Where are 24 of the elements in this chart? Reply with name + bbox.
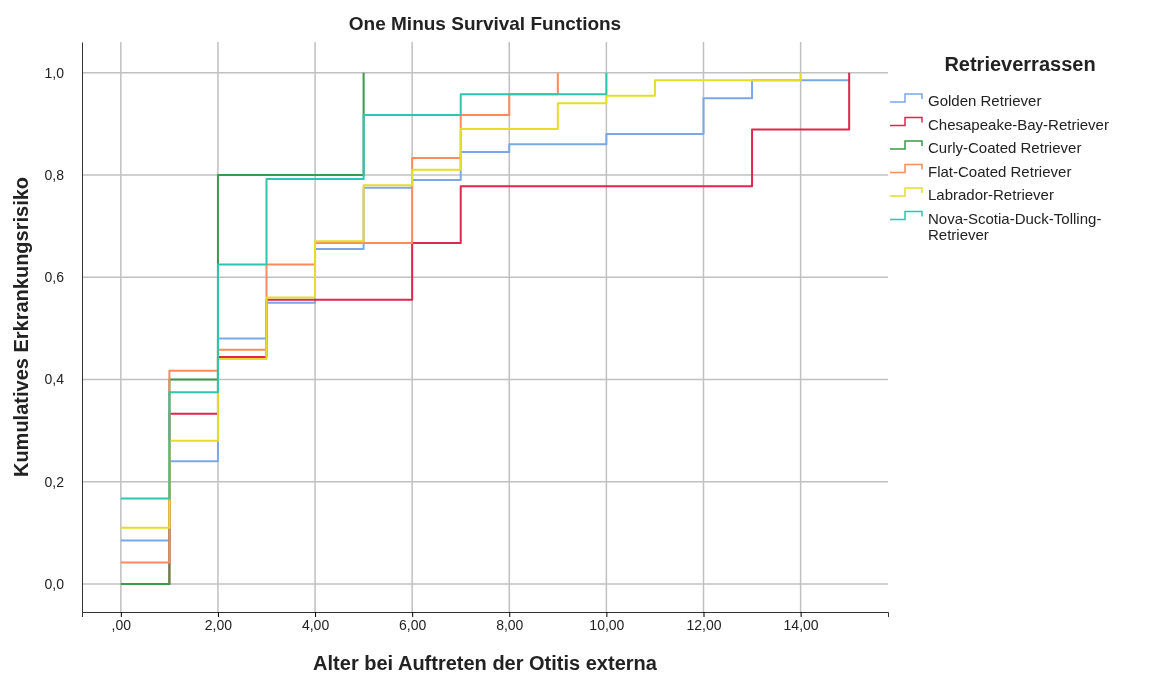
y-tick-label: 0,2	[44, 473, 65, 490]
legend-label: Nova-Scotia-Duck-Tolling-Retriever	[928, 209, 1102, 243]
x-axis-title: Alter bei Auftreten der Otitis externa	[313, 652, 658, 674]
legend-title: Retrieverrassen	[944, 53, 1096, 75]
y-tick-label: 1,0	[44, 64, 65, 81]
chart-title: One Minus Survival Functions	[348, 13, 622, 34]
x-tick-label: 6,00	[399, 616, 427, 633]
x-tick-label: 2,00	[204, 616, 233, 633]
legend-label: Flat-Coated Retriever	[928, 162, 1072, 180]
x-tick-label: 12,00	[686, 616, 722, 633]
legend-label: Labrador-Retriever	[928, 186, 1054, 203]
y-tick-label: 0,6	[44, 269, 65, 286]
legend-label: Chesapeake-Bay-Retriever	[928, 115, 1109, 133]
legend-label: Golden Retriever	[928, 92, 1042, 109]
legend-label: Curly-Coated Retriever	[928, 139, 1082, 156]
y-tick-label: 0,0	[44, 575, 65, 592]
x-tick-label: 8,00	[496, 616, 524, 633]
y-axis-title: Kumulatives Erkrankungsrisiko	[10, 176, 32, 478]
x-tick-label: ,00	[111, 616, 132, 633]
x-tick-label: 10,00	[589, 616, 625, 633]
y-tick-label: 0,8	[44, 166, 65, 183]
x-tick-label: 4,00	[301, 616, 330, 633]
y-tick-label: 0,4	[44, 371, 65, 388]
x-tick-label: 14,00	[783, 616, 819, 633]
